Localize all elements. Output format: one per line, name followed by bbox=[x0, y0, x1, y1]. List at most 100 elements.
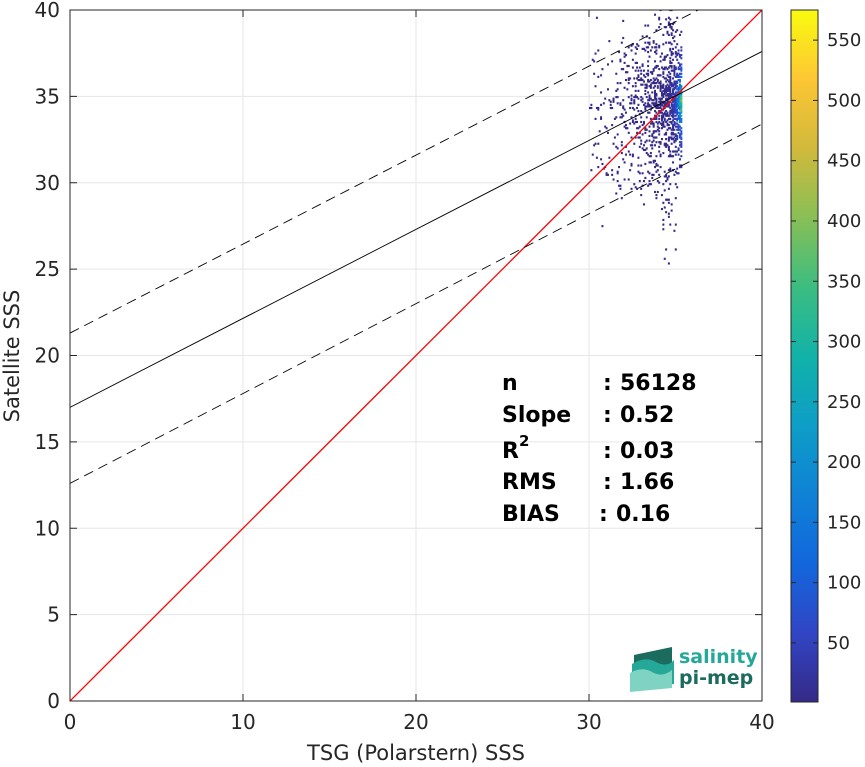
density-cell bbox=[659, 85, 662, 88]
density-cell bbox=[663, 119, 666, 122]
density-cell bbox=[673, 105, 676, 108]
density-cell bbox=[620, 197, 623, 200]
density-cell bbox=[660, 119, 663, 122]
density-cell bbox=[595, 106, 598, 110]
density-cell bbox=[630, 44, 633, 47]
density-cell bbox=[680, 133, 683, 136]
density-cell bbox=[590, 106, 593, 110]
density-cell bbox=[616, 147, 619, 150]
density-cell bbox=[678, 83, 681, 86]
density-cell bbox=[655, 66, 658, 69]
density-cell bbox=[670, 10, 673, 12]
density-cell bbox=[636, 96, 639, 99]
density-cell bbox=[615, 116, 618, 119]
density-cell bbox=[631, 66, 634, 69]
density-cell bbox=[676, 186, 679, 189]
stat-value: 0.03 bbox=[620, 439, 674, 464]
density-cell bbox=[680, 138, 683, 141]
density-cell bbox=[631, 85, 634, 88]
density-cell bbox=[645, 152, 648, 155]
density-cell bbox=[623, 125, 626, 128]
x-tick-label: 0 bbox=[64, 710, 77, 734]
density-cell bbox=[611, 60, 614, 63]
density-cell bbox=[648, 183, 651, 186]
density-cell bbox=[677, 68, 680, 71]
density-cell bbox=[619, 82, 622, 85]
density-cell bbox=[667, 22, 670, 26]
density-cell bbox=[673, 66, 676, 69]
density-cell bbox=[677, 127, 680, 130]
density-cell bbox=[676, 100, 679, 103]
density-cell bbox=[665, 85, 668, 88]
density-cell bbox=[667, 138, 670, 141]
density-cell bbox=[645, 85, 648, 88]
density-cell bbox=[680, 57, 683, 60]
density-cell bbox=[666, 124, 669, 127]
density-cell bbox=[670, 85, 673, 88]
density-cell bbox=[634, 52, 637, 55]
density-cell bbox=[644, 128, 647, 131]
density-cell bbox=[674, 111, 677, 114]
density-cell bbox=[655, 94, 658, 97]
density-cell bbox=[662, 122, 665, 125]
density-cell bbox=[644, 41, 647, 44]
density-cell bbox=[652, 130, 655, 133]
density-cell bbox=[667, 103, 670, 106]
density-cell bbox=[670, 92, 673, 96]
density-cell bbox=[641, 83, 644, 86]
density-cell bbox=[606, 173, 609, 176]
density-cell bbox=[649, 85, 652, 88]
density-cell bbox=[655, 111, 658, 114]
density-cell bbox=[658, 145, 661, 148]
density-cell bbox=[616, 170, 619, 173]
density-cell bbox=[655, 43, 658, 46]
density-cell bbox=[633, 183, 636, 186]
density-cell bbox=[672, 22, 675, 26]
density-cell bbox=[638, 145, 641, 148]
density-cell bbox=[674, 108, 677, 111]
density-cell bbox=[676, 167, 679, 170]
density-cell bbox=[641, 147, 644, 150]
density-cell bbox=[674, 122, 677, 125]
density-cell bbox=[667, 89, 670, 92]
density-cell bbox=[672, 29, 675, 32]
density-cell bbox=[629, 169, 632, 172]
density-cell bbox=[672, 127, 675, 130]
density-cell bbox=[659, 99, 662, 102]
density-cell bbox=[667, 86, 670, 89]
density-cell bbox=[655, 97, 658, 100]
x-tick-label: 30 bbox=[576, 710, 601, 734]
density-cell bbox=[651, 141, 654, 144]
regression-line bbox=[70, 51, 762, 408]
density-cell bbox=[651, 144, 654, 147]
density-cell bbox=[647, 72, 650, 75]
density-cell bbox=[612, 100, 615, 103]
density-cell bbox=[594, 117, 597, 120]
density-cell bbox=[662, 218, 665, 222]
density-cell bbox=[673, 69, 676, 72]
density-cell bbox=[622, 105, 625, 108]
density-cell bbox=[655, 155, 658, 158]
density-cell bbox=[631, 120, 634, 124]
density-cell bbox=[667, 66, 670, 69]
density-cell bbox=[654, 85, 657, 88]
density-cell bbox=[640, 96, 643, 99]
density-cell bbox=[673, 88, 676, 91]
density-cell bbox=[655, 116, 658, 119]
density-cell bbox=[622, 114, 625, 117]
density-cell bbox=[606, 63, 609, 66]
density-cell bbox=[677, 153, 680, 156]
density-cell bbox=[645, 96, 648, 99]
density-cell bbox=[676, 117, 679, 120]
density-cell bbox=[616, 82, 619, 85]
density-cell bbox=[654, 136, 657, 139]
density-cell bbox=[630, 136, 633, 139]
density-cell bbox=[670, 138, 673, 141]
density-cell bbox=[669, 150, 672, 153]
density-cell bbox=[658, 133, 661, 136]
density-cell bbox=[673, 83, 676, 86]
density-cell bbox=[670, 114, 673, 117]
density-cell bbox=[676, 58, 679, 61]
density-cell bbox=[674, 30, 677, 33]
density-cell bbox=[669, 89, 672, 92]
